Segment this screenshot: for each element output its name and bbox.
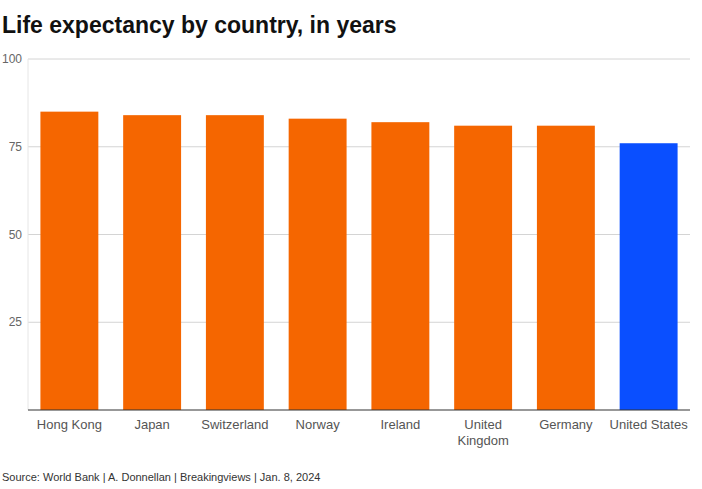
y-tick-label: 25 bbox=[9, 315, 23, 329]
y-tick-label: 50 bbox=[9, 228, 23, 242]
baseline bbox=[28, 409, 690, 410]
chart: Life expectancy by country, in years 25 50… bbox=[0, 0, 702, 489]
bar bbox=[537, 126, 595, 410]
label-line: Norway bbox=[296, 417, 341, 432]
x-tick-label: Japan bbox=[134, 417, 169, 432]
x-tick-label: Ireland bbox=[381, 417, 421, 432]
x-tick-label: Hong Kong bbox=[37, 417, 102, 432]
label-line: Hong Kong bbox=[37, 417, 102, 432]
x-tick-label: Switzerland bbox=[201, 417, 268, 432]
bar bbox=[40, 112, 98, 410]
label-line: Switzerland bbox=[201, 417, 268, 432]
label-line: Kingdom bbox=[457, 433, 508, 448]
label-line: Japan bbox=[134, 417, 169, 432]
bar bbox=[289, 119, 347, 410]
source: Source: World Bank | A. Donnellan | Brea… bbox=[2, 471, 320, 483]
label-line: United States bbox=[610, 417, 689, 432]
y-axis-line bbox=[28, 59, 29, 410]
x-tick-label: UnitedKingdom bbox=[457, 417, 508, 448]
x-tick-label: Norway bbox=[296, 417, 341, 432]
bar bbox=[123, 115, 181, 410]
label-line: United bbox=[464, 417, 502, 432]
x-tick-label: United States bbox=[610, 417, 689, 432]
bar bbox=[620, 143, 678, 410]
title: Life expectancy by country, in years bbox=[2, 12, 397, 38]
y-tick-label: 100 bbox=[2, 52, 22, 66]
bar bbox=[371, 122, 429, 410]
label-line: Ireland bbox=[381, 417, 421, 432]
bar bbox=[454, 126, 512, 410]
bar bbox=[206, 115, 264, 410]
bars bbox=[40, 112, 677, 410]
y-tick-label: 75 bbox=[9, 140, 23, 154]
x-tick-label: Germany bbox=[539, 417, 593, 432]
label-line: Germany bbox=[539, 417, 593, 432]
grid-line bbox=[28, 59, 690, 60]
